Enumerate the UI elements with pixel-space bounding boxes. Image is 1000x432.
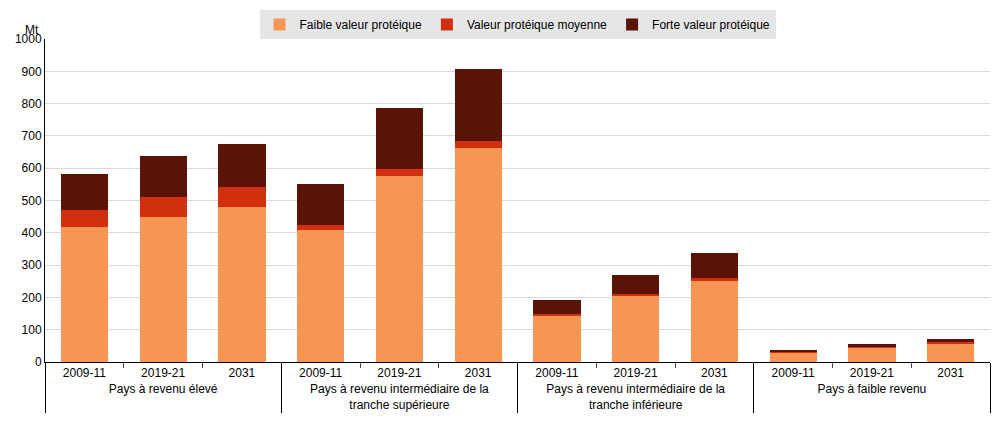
svg-text:Faible valeur protéique: Faible valeur protéique [300, 18, 422, 32]
svg-text:2019-21: 2019-21 [141, 366, 185, 380]
svg-text:2019-21: 2019-21 [377, 366, 421, 380]
svg-text:300: 300 [22, 258, 42, 272]
svg-text:2031: 2031 [465, 366, 492, 380]
svg-text:1000: 1000 [15, 32, 42, 46]
svg-text:700: 700 [22, 129, 42, 143]
svg-text:2009-11: 2009-11 [772, 366, 815, 380]
svg-text:2031: 2031 [229, 366, 256, 380]
svg-text:0: 0 [35, 355, 42, 369]
svg-text:400: 400 [22, 226, 42, 240]
svg-text:2009-11: 2009-11 [535, 366, 578, 380]
svg-text:Pays à faible revenu: Pays à faible revenu [818, 382, 927, 396]
svg-text:Pays à revenu élevé: Pays à revenu élevé [109, 382, 218, 396]
svg-text:100: 100 [22, 323, 42, 337]
svg-text:2019-21: 2019-21 [850, 366, 894, 380]
svg-text:Forte valeur protéique: Forte valeur protéique [652, 18, 770, 32]
svg-text:600: 600 [22, 161, 42, 175]
svg-text:900: 900 [22, 65, 42, 79]
svg-text:800: 800 [22, 97, 42, 111]
svg-text:Valeur protéique moyenne: Valeur protéique moyenne [467, 18, 607, 32]
svg-text:2009-11: 2009-11 [299, 366, 342, 380]
svg-text:200: 200 [22, 291, 42, 305]
svg-text:2019-21: 2019-21 [614, 366, 658, 380]
svg-text:2009-11: 2009-11 [63, 366, 106, 380]
svg-text:2031: 2031 [937, 366, 964, 380]
svg-text:Mt: Mt [25, 23, 39, 37]
svg-text:2031: 2031 [701, 366, 728, 380]
svg-text:500: 500 [22, 194, 42, 208]
svg-text:Pays à revenu intermédiaire de: Pays à revenu intermédiaire de latranche… [546, 382, 725, 412]
svg-text:Pays à revenu intermédiaire de: Pays à revenu intermédiaire de latranche… [310, 382, 489, 412]
